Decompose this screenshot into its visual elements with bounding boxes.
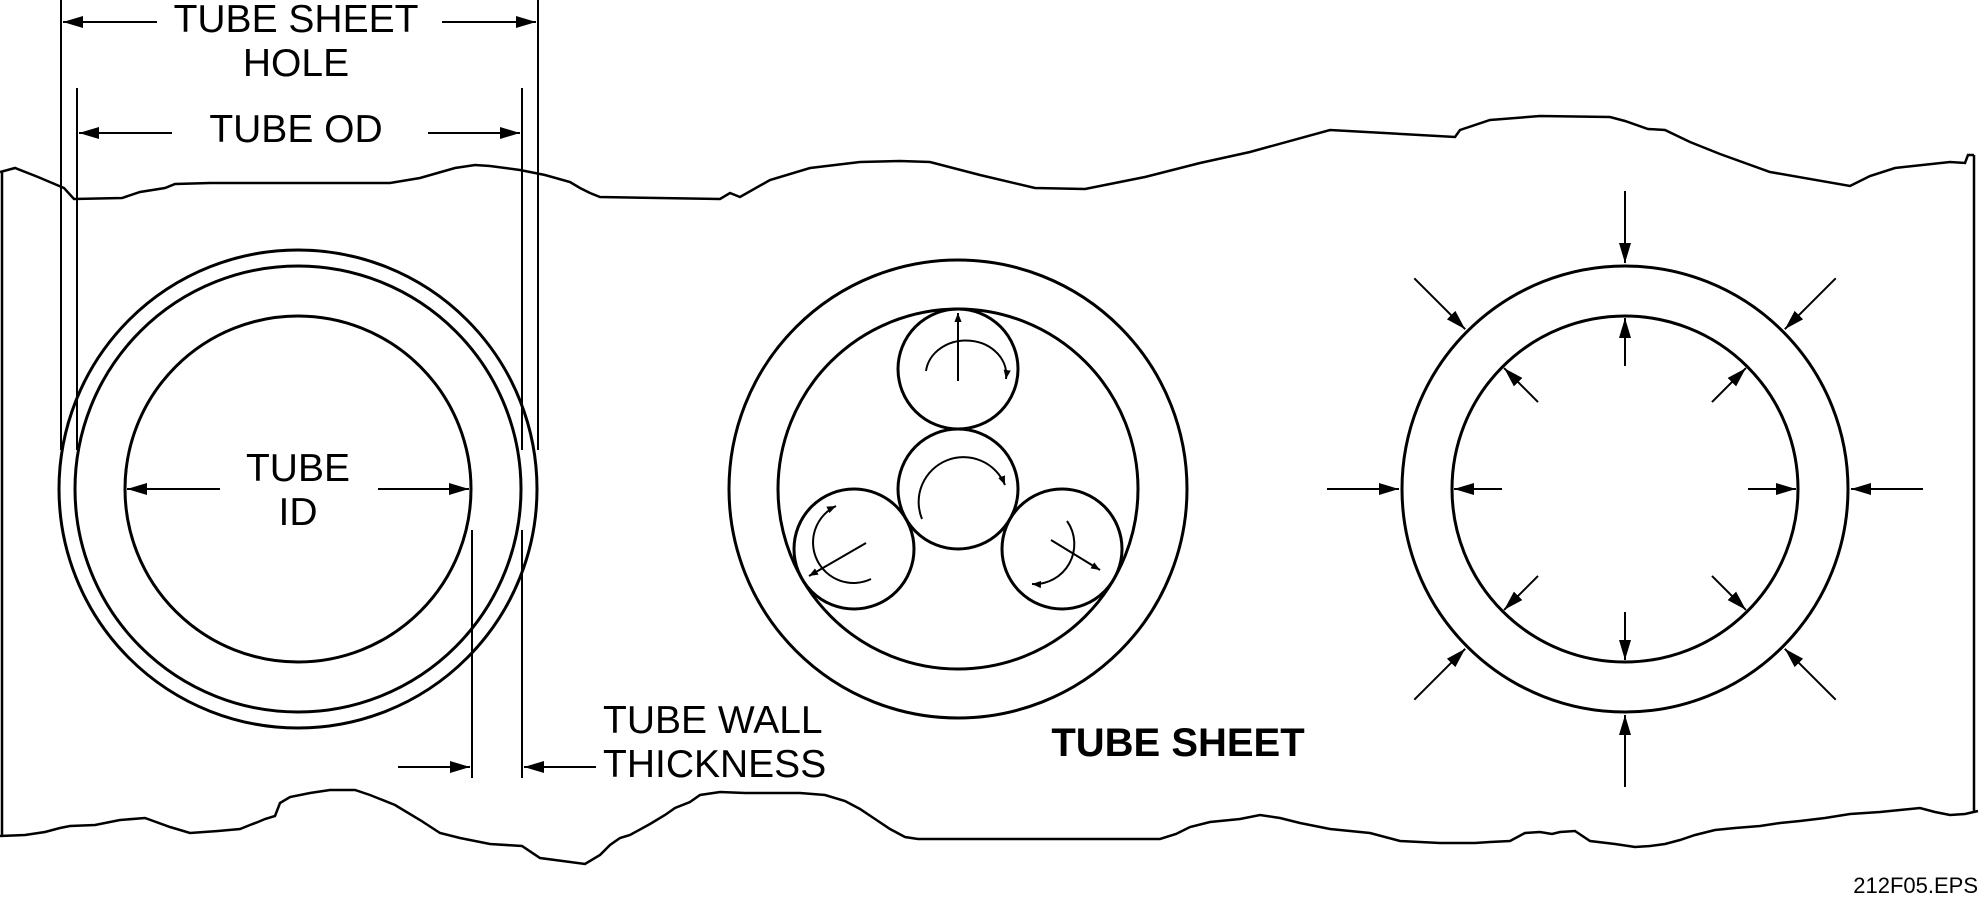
mandrel-rotation-arrow [917,456,1006,520]
expanded-tube [1327,191,1923,787]
tube-wall-label-line1: TUBE WALL [603,699,823,742]
tube-sheet-top-edge [0,114,1974,201]
roller-tube-outer-circle [727,258,1189,720]
inner-pressure-arrow-top-right [1711,367,1747,403]
outer-pressure-arrow-top-right [1784,277,1837,330]
tube-wall-label-line2: THICKNESS [603,743,826,786]
roller-lower-left-push-arrow [808,542,867,577]
unexpanded-tube: TUBE SHEET HOLE TUBE OD TUBE ID TUBE WAL… [57,0,826,786]
mandrel-circle [896,427,1020,551]
tube-sheet-plate [0,114,1979,866]
roller-lower-right-rotation-arrow [1031,520,1076,589]
inner-pressure-arrow-bottom-left [1503,575,1539,611]
tube-sheet-hole-circle [57,248,539,730]
roller-expander-tube [727,258,1189,720]
tube-sheet-label: TUBE SHEET [1051,721,1304,765]
roller-top-rotation-arrow [925,339,1011,380]
outer-pressure-arrow-top-left [1413,277,1466,330]
tube-id-label-line2: ID [279,491,318,534]
tube-sheet-hole-label-line1: TUBE SHEET [174,0,419,41]
tube-od-label: TUBE OD [209,108,382,151]
inner-pressure-arrow-top-left [1503,367,1539,403]
expanded-tube-outer-circle [1400,264,1850,714]
file-name-label: 212F05.EPS [1853,873,1978,898]
expanded-tube-inner-circle [1450,314,1800,664]
roller-lower-left-rotation-arrow [812,505,872,584]
inner-pressure-arrow-bottom-right [1711,575,1747,611]
roller-lower-right-push-arrow [1050,539,1101,571]
tube-id-circle [123,314,473,664]
tube-id-label-line1: TUBE [246,447,350,490]
tube-sheet-hole-label-line2: HOLE [243,42,349,85]
radial-pressure-arrows [1327,191,1923,787]
outer-pressure-arrow-bottom-left [1413,648,1466,701]
roller-lower-right [1000,487,1124,611]
tube-sheet-bottom-edge [0,788,1979,866]
roller-top [896,307,1020,431]
outer-pressure-arrow-bottom-right [1784,648,1837,701]
tube-od-circle [73,264,523,714]
roller-lower-left [792,487,916,611]
